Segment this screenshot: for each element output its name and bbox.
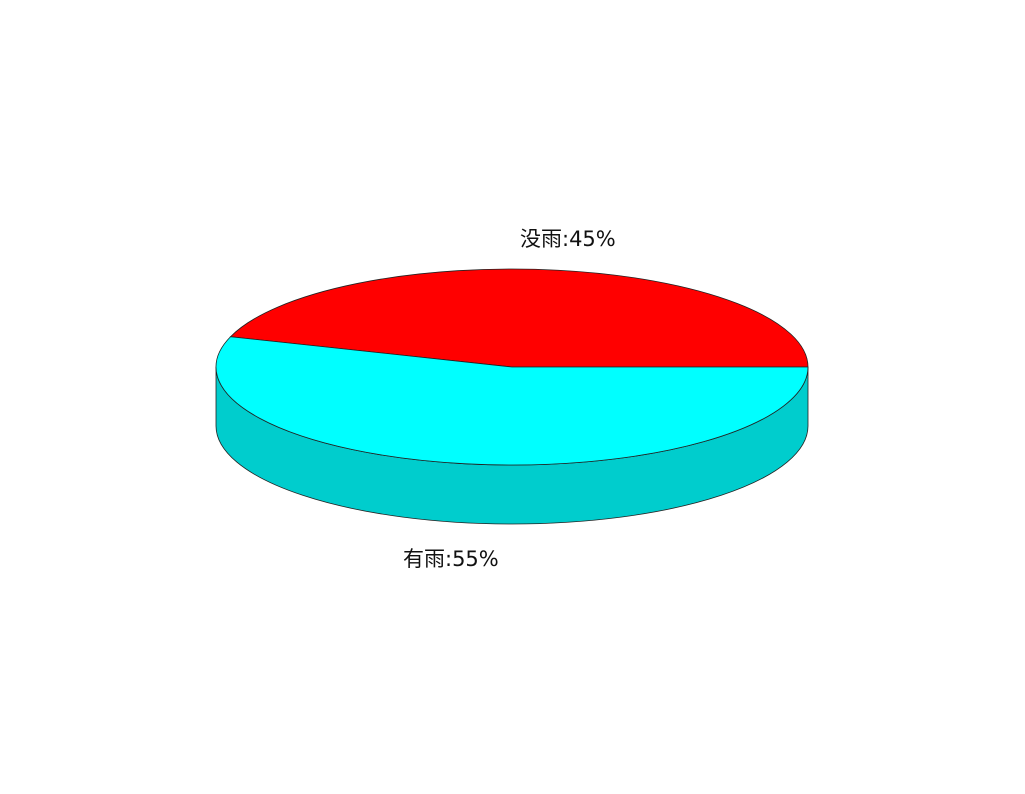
- pie-slice-0: [229, 268, 809, 368]
- pie-top-faces: [215, 268, 809, 466]
- slice-label-rain: 有雨:55%: [403, 547, 499, 571]
- slice-label-no-rain: 没雨:45%: [520, 227, 616, 251]
- pie-labels: 没雨:45% 有雨:55%: [403, 227, 616, 571]
- pie-slice-1: [215, 336, 809, 466]
